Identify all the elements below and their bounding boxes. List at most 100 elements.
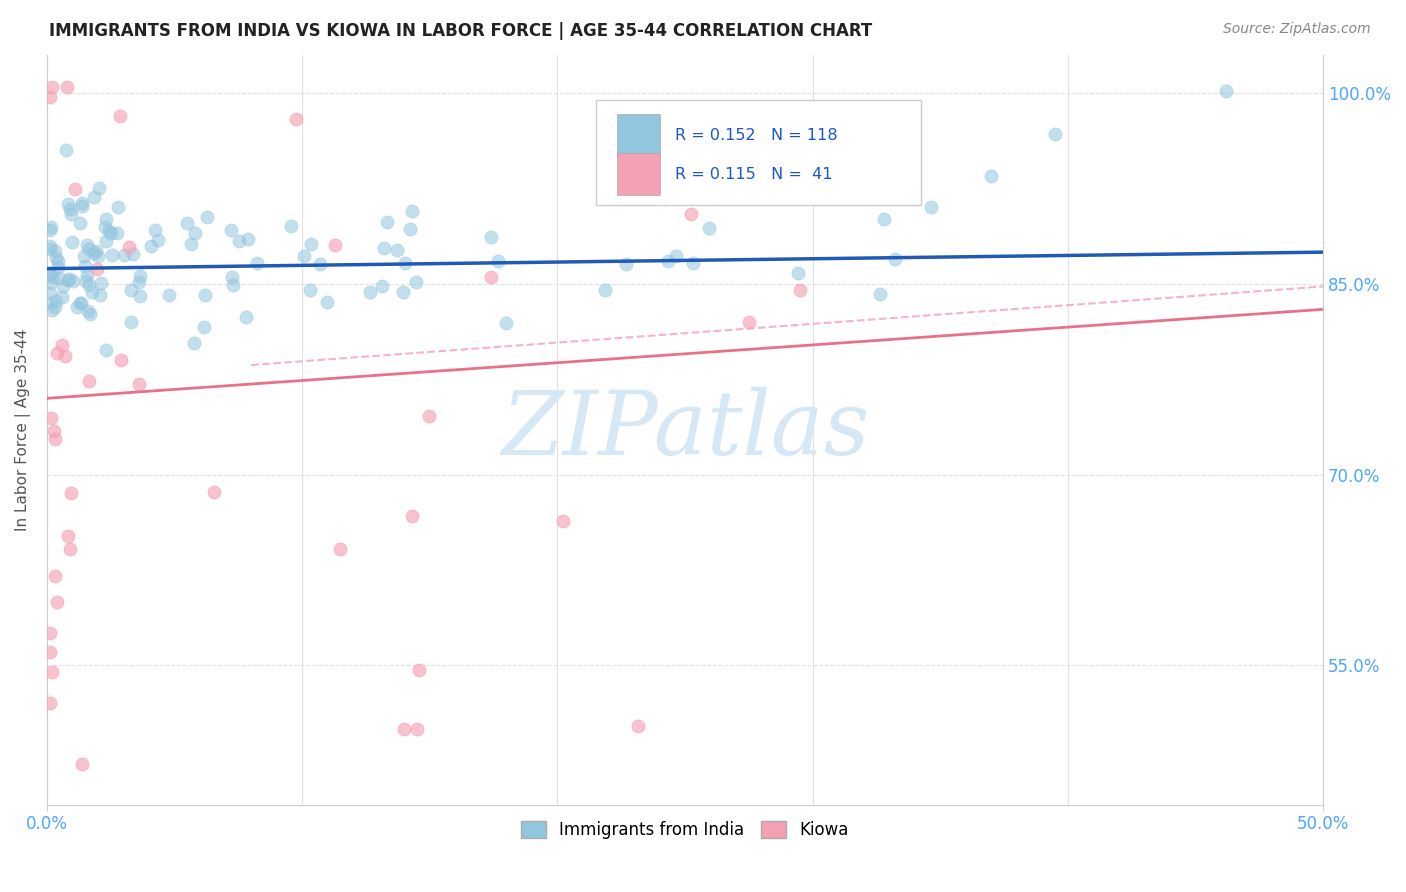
Point xyxy=(41,665,63,679)
Point xyxy=(183,227,205,241)
Point xyxy=(46,260,69,274)
Point xyxy=(120,315,142,329)
Point xyxy=(1215,84,1237,98)
Point xyxy=(38,266,60,280)
Point xyxy=(89,288,111,302)
FancyBboxPatch shape xyxy=(617,114,659,156)
Text: ZIPatlas: ZIPatlas xyxy=(501,386,869,474)
Point xyxy=(789,283,811,297)
Point xyxy=(60,486,83,500)
Point xyxy=(375,215,398,229)
Point xyxy=(39,285,62,300)
Point xyxy=(38,296,60,310)
Point xyxy=(299,237,322,252)
Point xyxy=(76,238,98,252)
Point xyxy=(60,235,83,249)
Point xyxy=(129,289,152,303)
Point xyxy=(96,234,118,248)
Point xyxy=(148,233,170,247)
Point xyxy=(195,210,218,224)
Point xyxy=(401,509,423,524)
Point xyxy=(371,278,394,293)
Point xyxy=(52,279,75,293)
Point xyxy=(553,514,575,528)
Point xyxy=(75,260,97,274)
Point xyxy=(76,268,98,282)
Point xyxy=(112,248,135,262)
Point xyxy=(73,249,96,263)
Point xyxy=(59,202,82,217)
Point xyxy=(90,276,112,290)
Point xyxy=(77,277,100,292)
Point xyxy=(105,226,128,240)
Point xyxy=(246,256,269,270)
Point xyxy=(323,238,346,252)
Point xyxy=(51,338,73,352)
Point xyxy=(873,211,896,226)
Point xyxy=(329,542,352,557)
Point xyxy=(45,293,67,308)
Point xyxy=(51,290,73,304)
Point xyxy=(38,90,60,104)
Text: R = 0.115   N =  41: R = 0.115 N = 41 xyxy=(675,167,832,182)
Point xyxy=(665,249,688,263)
Point xyxy=(87,181,110,195)
Point xyxy=(38,626,60,640)
Point xyxy=(41,302,63,317)
Point xyxy=(38,696,60,710)
Text: R = 0.152   N = 118: R = 0.152 N = 118 xyxy=(675,128,838,143)
Point xyxy=(55,143,77,157)
Point xyxy=(738,315,761,329)
FancyBboxPatch shape xyxy=(596,100,921,205)
Point xyxy=(679,207,702,221)
Point xyxy=(292,249,315,263)
Point xyxy=(63,182,86,196)
Point xyxy=(75,274,97,288)
Point xyxy=(70,296,93,310)
Point xyxy=(38,239,60,253)
Point xyxy=(41,410,63,425)
Point xyxy=(593,283,616,297)
Point xyxy=(86,262,108,277)
Point xyxy=(143,222,166,236)
Point xyxy=(38,276,60,290)
Point xyxy=(194,288,217,302)
Point xyxy=(787,266,810,280)
Point xyxy=(118,240,141,254)
Point xyxy=(920,201,942,215)
Point xyxy=(697,221,720,235)
Point xyxy=(80,285,103,300)
Point xyxy=(46,345,69,359)
Point xyxy=(682,256,704,270)
Point xyxy=(298,284,321,298)
Point xyxy=(44,432,66,446)
Point xyxy=(70,756,93,771)
Point xyxy=(221,269,243,284)
Point xyxy=(70,196,93,211)
Point xyxy=(38,268,60,282)
Point xyxy=(84,244,107,258)
Point xyxy=(56,79,79,94)
Point xyxy=(83,190,105,204)
Point xyxy=(129,269,152,284)
Point xyxy=(58,529,80,543)
Point xyxy=(401,203,423,218)
Point xyxy=(46,595,69,609)
Point xyxy=(385,244,408,258)
Point xyxy=(44,424,66,438)
Point xyxy=(486,253,509,268)
Point xyxy=(128,377,150,392)
Point xyxy=(79,242,101,256)
Point xyxy=(139,239,162,253)
Point xyxy=(236,232,259,246)
Point xyxy=(122,247,145,261)
Point xyxy=(79,375,101,389)
Text: Source: ZipAtlas.com: Source: ZipAtlas.com xyxy=(1223,22,1371,37)
Point xyxy=(222,278,245,293)
Point xyxy=(394,256,416,270)
Point xyxy=(406,722,429,736)
Point xyxy=(62,274,84,288)
Point xyxy=(38,242,60,256)
Point xyxy=(93,219,115,234)
Point xyxy=(980,169,1002,183)
